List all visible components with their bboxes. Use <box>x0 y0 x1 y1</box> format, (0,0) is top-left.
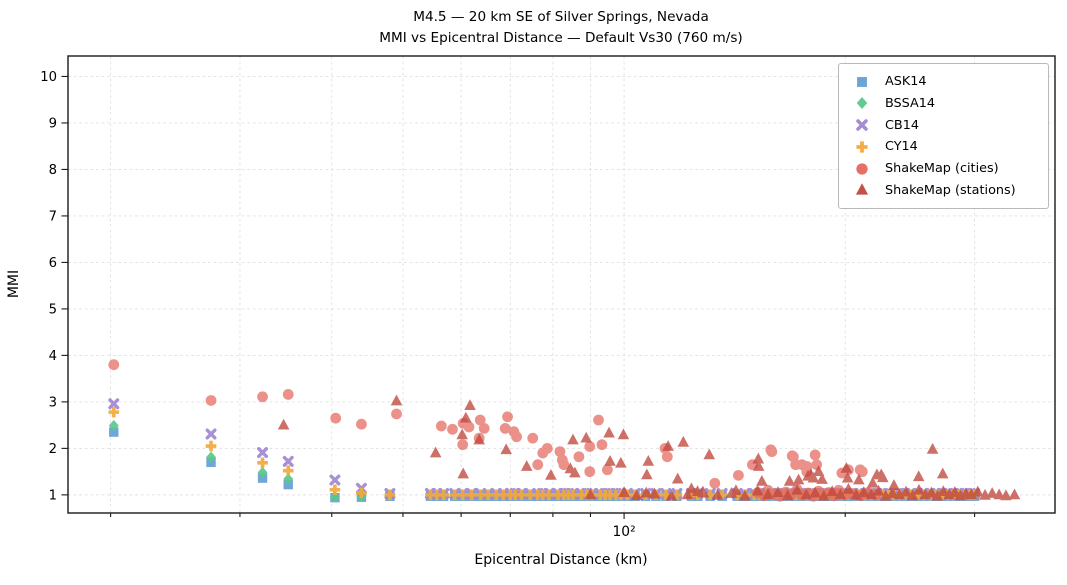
chart-title: M4.5 — 20 km SE of Silver Springs, Nevad… <box>379 7 742 48</box>
legend-label: ShakeMap (stations) <box>885 182 1016 198</box>
x-tick-label: 10² <box>613 524 636 540</box>
circle-marker-icon <box>856 162 868 175</box>
x-axis-label: Epicentral Distance (km) <box>474 552 648 568</box>
square-marker-icon <box>857 76 867 87</box>
series-shakemap-cities <box>108 359 882 502</box>
y-tick-label: 3 <box>49 395 57 410</box>
legend-label: CY14 <box>885 139 918 155</box>
legend-item-shakemap-cities: ShakeMap (cities) <box>839 161 1048 177</box>
legend-label: CB14 <box>885 117 919 133</box>
y-tick-label: 1 <box>49 488 57 503</box>
y-axis-label: MMI <box>6 269 22 299</box>
legend-label: ASK14 <box>885 74 927 90</box>
legend-item-shakemap-stations: ShakeMap (stations) <box>839 182 1048 198</box>
diamond-marker-icon <box>856 97 868 110</box>
x-marker-icon <box>856 119 868 131</box>
legend-item-bssa14: BSSA14 <box>839 95 1048 111</box>
y-tick-label: 9 <box>49 117 57 132</box>
tick-labels: 1 2 3 4 5 6 7 8 9 10 10² <box>40 70 635 540</box>
y-tick-label: 8 <box>49 163 57 178</box>
legend-item-ask14: ASK14 <box>839 74 1048 90</box>
y-tick-label: 4 <box>49 349 57 364</box>
y-tick-label: 2 <box>49 442 57 457</box>
legend-item-cy14: CY14 <box>839 139 1048 155</box>
chart-title-line1: M4.5 — 20 km SE of Silver Springs, Nevad… <box>413 9 709 25</box>
plus-marker-icon <box>856 141 868 153</box>
series-shakemap-stations <box>277 394 1021 501</box>
y-tick-label: 10 <box>40 70 57 85</box>
legend-label: BSSA14 <box>885 95 936 111</box>
legend-label: ShakeMap (cities) <box>885 161 999 177</box>
legend-item-cb14: CB14 <box>839 117 1048 133</box>
y-tick-label: 6 <box>49 256 57 271</box>
plot-frame <box>67 55 1056 514</box>
triangle-marker-icon <box>855 183 869 195</box>
y-tick-label: 7 <box>49 210 57 225</box>
chart-title-line2: MMI vs Epicentral Distance — Default Vs3… <box>379 29 743 46</box>
y-tick-label: 5 <box>49 303 57 318</box>
legend: ASK14 BSSA14 CB14 CY14 ShakeMap (cities) Shak… <box>838 63 1049 209</box>
